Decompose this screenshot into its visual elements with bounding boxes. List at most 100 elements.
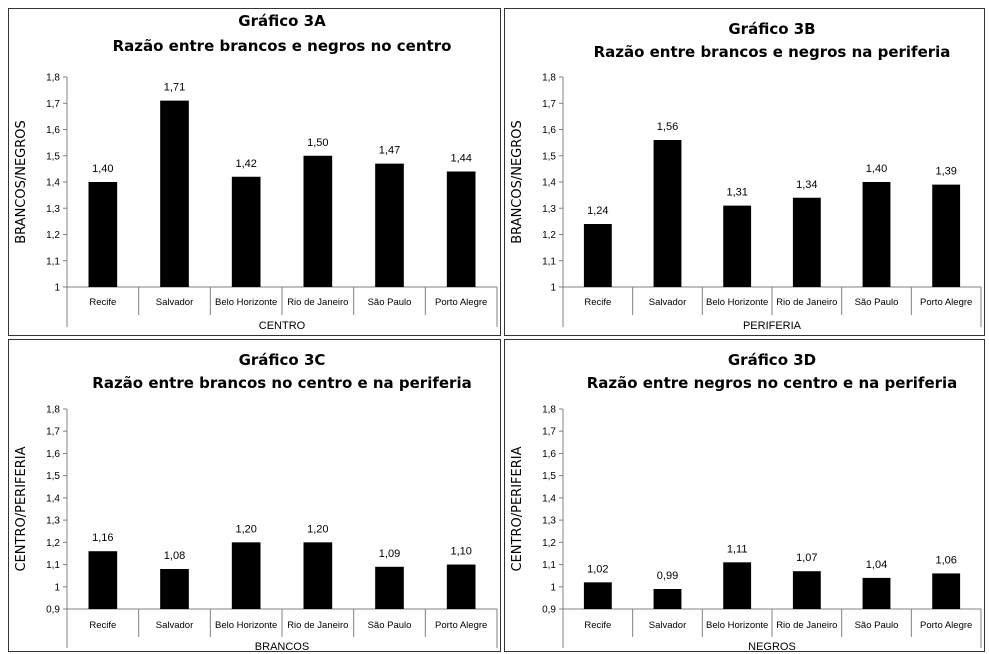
- bar: [862, 577, 891, 609]
- x-tick-label: Porto Alegre: [920, 297, 972, 308]
- chart-3b: Gráfico 3B Razão entre brancos e negros n…: [510, 20, 982, 332]
- chart-title: Gráfico 3B: [728, 20, 815, 38]
- y-tick-label: 1,7: [542, 427, 556, 438]
- y-tick-label: 1,8: [46, 405, 60, 416]
- x-axis-label: BRANCOS: [255, 641, 309, 651]
- x-tick-label: São Paulo: [855, 620, 899, 631]
- bar-value-label: 1,40: [92, 163, 113, 175]
- y-tick-label: 1,2: [46, 230, 60, 241]
- bar-value-label: 1,44: [450, 153, 471, 165]
- y-tick-label: 1,8: [46, 73, 60, 84]
- chart-subtitle: Razão entre negros no centro e na perife…: [587, 374, 958, 392]
- bar: [583, 224, 612, 287]
- bar-value-label: 1,34: [796, 179, 817, 191]
- y-tick-label: 1,3: [542, 204, 556, 215]
- x-tick-label: Belo Horizonte: [215, 297, 277, 308]
- y-axis-label: CENTRO/PERIFERIA: [14, 446, 29, 571]
- chart-3a: Gráfico 3A Razão entre brancos e negros n…: [14, 12, 498, 332]
- y-axis-label: BRANCOS/NEGROS: [510, 120, 525, 244]
- x-tick-label: Belo Horizonte: [706, 620, 768, 631]
- y-tick-label: 1,1: [46, 256, 60, 267]
- x-tick-label: Salvador: [649, 297, 687, 308]
- chart-panel-3d: Gráfico 3D Razão entre negros no centro e…: [504, 339, 985, 652]
- y-tick-label: 1,3: [542, 516, 556, 527]
- bar-value-label: 1,07: [796, 552, 817, 564]
- chart-panel-3b: Gráfico 3B Razão entre brancos e negros n…: [504, 8, 985, 336]
- x-tick-label: São Paulo: [368, 297, 412, 308]
- y-axis-label: CENTRO/PERIFERIA: [510, 446, 525, 571]
- chart-panel-3a: Gráfico 3A Razão entre brancos e negros n…: [8, 8, 501, 336]
- bar-value-label: 1,20: [307, 523, 328, 535]
- y-tick-label: 1,7: [46, 427, 60, 438]
- bar-value-label: 1,20: [235, 523, 256, 535]
- chart-title: Gráfico 3C: [239, 351, 326, 369]
- y-tick-label: 1: [54, 582, 60, 593]
- y-tick-label: 1,4: [46, 493, 60, 504]
- chart-panel-3c: Gráfico 3C Razão entre brancos no centro …: [8, 339, 501, 652]
- chart-subtitle: Razão entre brancos e negros no centro: [113, 37, 452, 55]
- bar-value-label: 1,50: [307, 137, 328, 149]
- y-tick-label: 1,5: [542, 151, 556, 162]
- x-tick-label: Salvador: [156, 620, 194, 631]
- bar-value-label: 1,31: [726, 187, 747, 199]
- bar-value-label: 1,11: [727, 543, 748, 555]
- bar: [792, 571, 821, 609]
- y-tick-label: 1,7: [46, 99, 60, 110]
- x-axis-label: CENTRO: [259, 320, 306, 332]
- bar: [723, 205, 752, 287]
- y-tick-label: 1,3: [46, 516, 60, 527]
- chart-3c: Gráfico 3C Razão entre brancos no centro …: [14, 351, 498, 651]
- bar-value-label: 1,56: [657, 121, 678, 133]
- y-tick-label: 1,6: [542, 125, 556, 136]
- x-tick-label: Porto Alegre: [435, 620, 487, 631]
- y-tick-label: 1: [550, 582, 556, 593]
- bar-value-label: 1,06: [935, 554, 956, 566]
- bar: [88, 182, 118, 287]
- y-tick-label: 1,5: [46, 151, 60, 162]
- bar-value-label: 1,08: [164, 550, 185, 562]
- bar-value-label: 1,02: [587, 563, 608, 575]
- chart-title: Gráfico 3A: [238, 12, 326, 30]
- bar: [160, 569, 189, 609]
- y-tick-label: 1,5: [46, 471, 60, 482]
- x-tick-label: São Paulo: [855, 297, 899, 308]
- y-tick-label: 1,1: [46, 560, 60, 571]
- bar-value-label: 0,99: [657, 570, 678, 582]
- x-tick-label: Belo Horizonte: [215, 620, 277, 631]
- y-tick-label: 1,3: [46, 204, 60, 215]
- bar: [303, 155, 333, 287]
- x-tick-label: Salvador: [156, 297, 194, 308]
- x-tick-label: Porto Alegre: [920, 620, 972, 631]
- y-tick-label: 1,8: [542, 405, 556, 416]
- bar-value-label: 1,71: [164, 82, 185, 94]
- bar: [932, 184, 961, 287]
- y-tick-label: 1,4: [542, 493, 556, 504]
- bar-value-label: 1,40: [866, 163, 887, 175]
- bar-value-label: 1,24: [587, 205, 608, 217]
- y-tick-label: 0,9: [46, 605, 60, 616]
- bar: [792, 197, 821, 287]
- x-tick-label: Recife: [89, 297, 116, 308]
- chart-3d: Gráfico 3D Razão entre negros no centro e…: [510, 351, 982, 651]
- y-tick-label: 1,4: [46, 178, 60, 189]
- bar-value-label: 1,47: [379, 145, 400, 157]
- bar: [303, 542, 333, 609]
- bar: [932, 573, 961, 609]
- y-tick-label: 1,5: [542, 471, 556, 482]
- y-tick-label: 1,1: [542, 256, 556, 267]
- y-tick-label: 1,4: [542, 178, 556, 189]
- x-tick-label: Porto Alegre: [435, 297, 487, 308]
- x-tick-label: Rio de Janeiro: [287, 297, 348, 308]
- bar-value-label: 1,16: [92, 532, 113, 544]
- y-tick-label: 0,9: [542, 605, 556, 616]
- bar: [375, 566, 404, 609]
- x-tick-label: Rio de Janeiro: [287, 620, 348, 631]
- bar: [231, 542, 261, 609]
- y-tick-label: 1,2: [542, 538, 556, 549]
- bar: [231, 176, 261, 287]
- y-tick-label: 1,2: [542, 230, 556, 241]
- y-tick-label: 1,6: [46, 125, 60, 136]
- y-tick-label: 1,7: [542, 99, 556, 110]
- y-tick-label: 1: [54, 283, 60, 294]
- x-tick-label: São Paulo: [368, 620, 412, 631]
